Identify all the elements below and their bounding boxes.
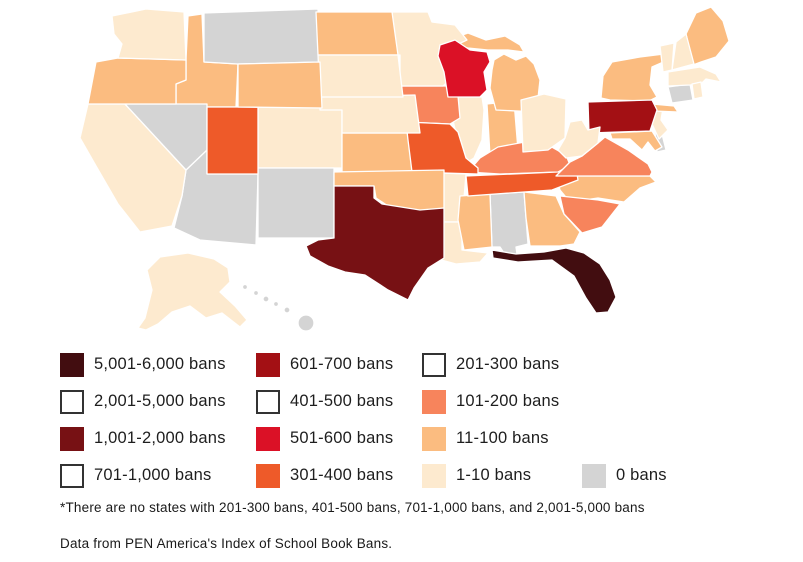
state-sd [317,54,404,98]
legend-swatch [256,352,280,377]
state-vt [659,42,675,73]
state-ak [137,252,248,331]
legend-item-701-1-000: 701-1,000 bans [60,457,256,494]
legend-footnote: *There are no states with 201-300 bans, … [60,500,645,515]
legend-item-501-600: 501-600 bans [256,420,422,457]
state-ut [206,106,259,175]
legend-swatch [256,426,280,451]
legend-item-5-001-6-000: 5,001-6,000 bans [60,346,256,383]
legend-column-2: 601-700 bans 401-500 bans 501-600 bans 301-… [256,346,422,494]
state-hi [252,289,260,297]
state-tx [305,185,445,301]
legend-label: 701-1,000 bans [94,466,212,484]
legend-label: 401-500 bans [290,392,394,410]
legend-label: 201-300 bans [456,355,560,373]
state-co [257,106,343,169]
legend-label: 501-600 bans [290,429,394,447]
state-hi [262,295,270,303]
state-mt [203,8,321,65]
state-or [87,57,187,105]
legend-label: 101-200 bans [456,392,560,410]
state-ma [667,66,722,87]
legend-swatch [256,463,280,488]
legend-item-201-300: 201-300 bans [422,346,582,383]
state-ky [467,141,571,175]
state-ny [600,53,669,102]
legend-column-1: 5,001-6,000 bans 2,001-5,000 bans 1,001-2,… [60,346,256,494]
state-sc [559,195,621,234]
state-va [555,136,653,177]
state-md [609,130,663,152]
legend-swatch [422,463,446,488]
state-hi [272,300,280,308]
state-wv [557,119,601,159]
state-wi [437,39,491,98]
legend-item-2-001-5-000: 2,001-5,000 bans [60,383,256,420]
legend-item-0: 0 bans [582,457,702,494]
state-tn [465,167,579,197]
legend-item-11-100: 11-100 bans [422,420,582,457]
legend-item-101-200: 101-200 bans [422,383,582,420]
state-ri [691,81,704,100]
states-layer [79,6,730,332]
legend-item-401-500: 401-500 bans [256,383,422,420]
state-nc [555,175,657,203]
legend-label: 0 bans [616,466,667,484]
legend-swatch [60,463,84,488]
legend-item-1-10: 1-10 bans [422,457,582,494]
legend-label: 1-10 bans [456,466,532,484]
state-hi [297,314,315,332]
legend-swatch [422,426,446,451]
legend-swatch [582,463,606,488]
state-wa [111,8,187,61]
legend-swatch [256,389,280,414]
state-hi [283,306,291,314]
state-nm [257,167,335,239]
legend-label: 2,001-5,000 bans [94,392,226,410]
legend-item-301-400: 301-400 bans [256,457,422,494]
state-ga [523,191,581,247]
state-al [489,191,529,257]
legend-label: 11-100 bans [456,429,549,447]
state-ne [319,94,421,134]
state-pa [587,99,658,134]
state-ms [457,193,493,251]
legend-label: 301-400 bans [290,466,394,484]
legend-label: 5,001-6,000 bans [94,355,226,373]
state-fl [491,247,617,314]
state-me [685,6,730,66]
legend-item-1-001-2-000: 1,001-2,000 bans [60,420,256,457]
legend-column-4: 0 bans [582,346,702,494]
legend-item-601-700: 601-700 bans [256,346,422,383]
legend-column-3: 201-300 bans 101-200 bans 11-100 bans 1-10 … [422,346,582,494]
map-legend: 5,001-6,000 bans 2,001-5,000 bans 1,001-2,… [60,346,702,494]
state-ct [667,83,694,104]
data-source: Data from PEN America's Index of School … [60,536,393,551]
legend-label: 601-700 bans [290,355,394,373]
legend-swatch [60,389,84,414]
state-hi [241,283,249,291]
legend-swatch [60,352,84,377]
state-nd [315,11,399,56]
legend-swatch [422,352,446,377]
state-oh [520,93,567,153]
legend-label: 1,001-2,000 bans [94,429,226,447]
legend-swatch [60,426,84,451]
us-choropleth-map [79,6,730,332]
state-mo [405,121,479,175]
state-wy [237,61,323,109]
legend-swatch [422,389,446,414]
